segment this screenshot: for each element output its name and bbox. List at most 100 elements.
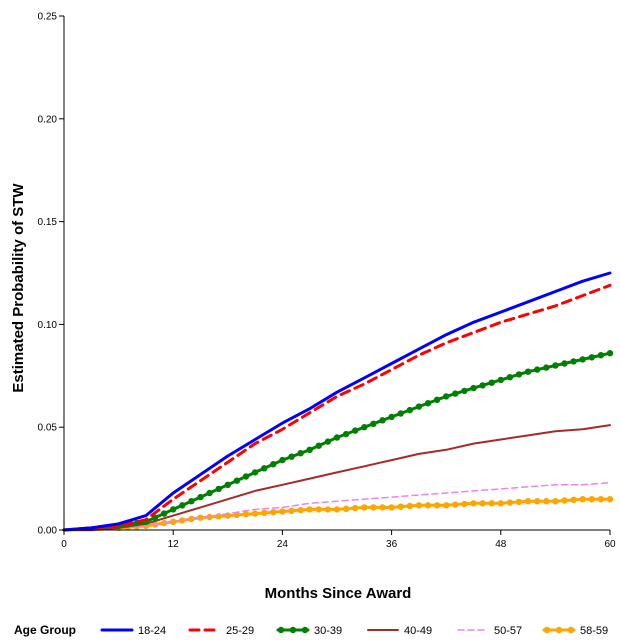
series-marker-58-59 bbox=[588, 496, 595, 503]
series-marker-30-39 bbox=[361, 424, 368, 431]
x-tick-label: 48 bbox=[495, 539, 507, 550]
series-marker-58-59 bbox=[397, 503, 404, 510]
y-tick-label: 0.15 bbox=[38, 217, 58, 228]
series-marker-58-59 bbox=[470, 500, 477, 507]
series-marker-58-59 bbox=[333, 506, 341, 513]
series-marker-30-39 bbox=[224, 481, 231, 488]
legend-marker-30-39 bbox=[301, 626, 309, 634]
series-marker-30-39 bbox=[242, 473, 250, 480]
y-tick-label: 0.25 bbox=[38, 12, 58, 23]
series-marker-30-39 bbox=[297, 450, 304, 457]
series-marker-58-59 bbox=[488, 500, 495, 507]
series-marker-30-39 bbox=[406, 406, 413, 414]
legend-label-30-39: 30-39 bbox=[314, 625, 342, 637]
series-marker-58-59 bbox=[443, 502, 450, 509]
series-marker-30-39 bbox=[552, 362, 559, 369]
x-tick-label: 0 bbox=[61, 539, 67, 550]
series-marker-58-59 bbox=[388, 504, 395, 511]
legend-marker-58-59 bbox=[555, 626, 563, 634]
series-marker-58-59 bbox=[361, 504, 368, 511]
legend-marker-58-59 bbox=[567, 626, 575, 634]
y-tick-label: 0.20 bbox=[38, 114, 58, 125]
series-marker-30-39 bbox=[333, 434, 341, 441]
series-marker-58-59 bbox=[197, 514, 204, 521]
series-line-25-29 bbox=[62, 283, 612, 532]
series-marker-58-59 bbox=[415, 502, 423, 509]
y-tick-label: 0.05 bbox=[38, 423, 58, 434]
y-ticks: 0.00 0.05 0.10 0.15 0.20 0.25 bbox=[38, 12, 64, 537]
series-marker-30-39 bbox=[397, 410, 404, 417]
series-marker-58-59 bbox=[506, 499, 514, 506]
series-marker-58-59 bbox=[552, 498, 559, 505]
series-marker-58-59 bbox=[379, 504, 386, 511]
series-marker-58-59 bbox=[579, 496, 586, 503]
legend-label-18-24: 18-24 bbox=[138, 625, 166, 637]
series-marker-58-59 bbox=[306, 506, 313, 513]
series-marker-30-39 bbox=[470, 384, 477, 392]
series-marker-58-59 bbox=[561, 497, 568, 504]
plot-lines bbox=[62, 271, 614, 532]
y-axis-title: Estimated Probability of STW bbox=[10, 183, 27, 393]
series-marker-30-39 bbox=[151, 514, 159, 521]
series-marker-58-59 bbox=[261, 509, 268, 517]
series-marker-58-59 bbox=[570, 496, 577, 503]
axes bbox=[63, 16, 610, 531]
series-marker-30-39 bbox=[160, 510, 168, 517]
series-marker-58-59 bbox=[534, 498, 541, 505]
legend-label-25-29: 25-29 bbox=[226, 625, 254, 637]
x-tick-label: 24 bbox=[277, 539, 289, 550]
series-marker-30-39 bbox=[597, 352, 605, 359]
series-marker-30-39 bbox=[433, 396, 441, 403]
series-marker-58-59 bbox=[179, 517, 186, 524]
series-marker-30-39 bbox=[388, 413, 395, 421]
series-marker-30-39 bbox=[270, 461, 277, 468]
series-marker-30-39 bbox=[570, 358, 577, 365]
series-marker-58-59 bbox=[515, 498, 523, 506]
series-marker-30-39 bbox=[370, 420, 377, 427]
series-marker-30-39 bbox=[170, 506, 177, 513]
series-marker-58-59 bbox=[297, 506, 304, 514]
series-line-18-24 bbox=[62, 271, 612, 532]
series-marker-58-59 bbox=[597, 496, 605, 503]
legend-label-40-49: 40-49 bbox=[404, 625, 432, 637]
series-marker-30-39 bbox=[352, 427, 359, 434]
series-marker-30-39 bbox=[452, 390, 459, 397]
series-marker-30-39 bbox=[461, 387, 468, 395]
series-marker-58-59 bbox=[324, 506, 332, 513]
series-marker-58-59 bbox=[279, 508, 286, 515]
series-marker-58-59 bbox=[524, 498, 532, 505]
series-marker-30-39 bbox=[306, 446, 313, 453]
series-marker-30-39 bbox=[424, 400, 432, 407]
series-marker-58-59 bbox=[606, 496, 614, 503]
series-marker-58-59 bbox=[188, 515, 195, 523]
series-marker-30-39 bbox=[197, 493, 204, 501]
series-marker-30-39 bbox=[206, 489, 213, 497]
x-tick-label: 12 bbox=[168, 539, 180, 550]
x-tick-label: 60 bbox=[604, 539, 616, 550]
series-marker-30-39 bbox=[579, 356, 586, 363]
series-marker-30-39 bbox=[279, 456, 286, 464]
series-marker-58-59 bbox=[461, 500, 468, 508]
series-marker-58-59 bbox=[233, 511, 241, 519]
series-marker-58-59 bbox=[270, 509, 277, 516]
series-marker-30-39 bbox=[251, 469, 259, 476]
series-marker-58-59 bbox=[206, 513, 213, 521]
legend-label-58-59: 58-59 bbox=[580, 625, 608, 637]
series-marker-30-39 bbox=[524, 368, 532, 375]
series-marker-58-59 bbox=[479, 500, 486, 507]
series-marker-30-39 bbox=[561, 360, 568, 367]
x-ticks: 0 12 24 36 48 60 bbox=[61, 530, 616, 550]
x-tick-label: 36 bbox=[386, 539, 398, 550]
series-marker-30-39 bbox=[534, 366, 541, 373]
y-tick-label: 0.00 bbox=[38, 526, 58, 537]
series-line-50-57 bbox=[63, 481, 611, 531]
legend-label-50-57: 50-57 bbox=[494, 625, 522, 637]
series-marker-58-59 bbox=[315, 506, 322, 513]
series-marker-30-39 bbox=[342, 430, 350, 438]
series-marker-58-59 bbox=[497, 500, 504, 507]
series-marker-30-39 bbox=[315, 442, 322, 449]
series-marker-58-59 bbox=[242, 511, 250, 518]
series-marker-58-59 bbox=[288, 507, 295, 514]
series-marker-30-39 bbox=[497, 376, 504, 384]
